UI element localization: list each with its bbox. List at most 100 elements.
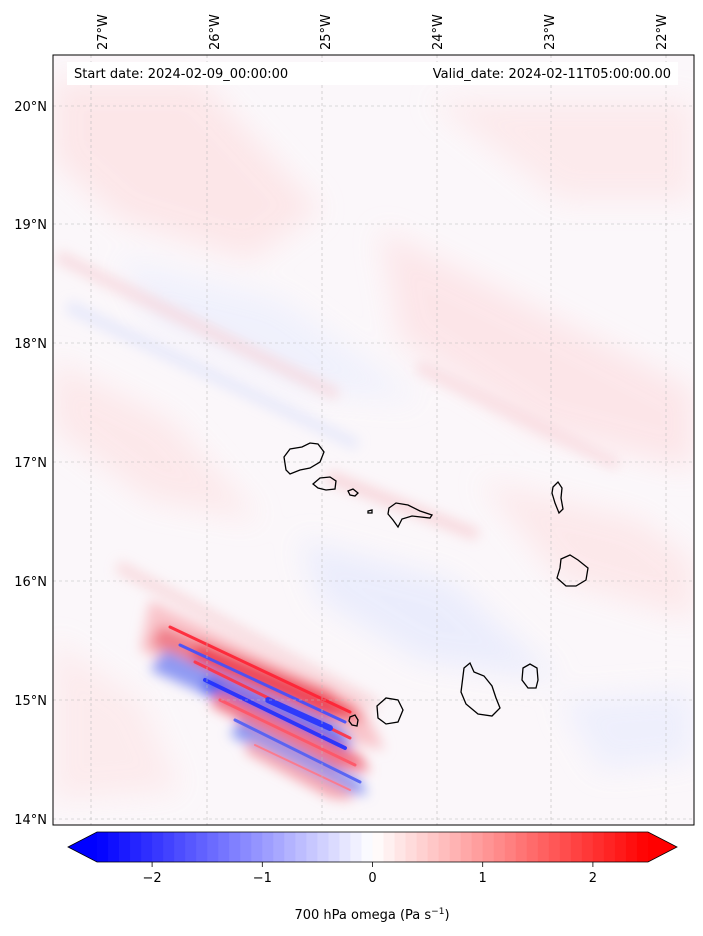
colorbar-tick-label: 1 — [479, 871, 487, 886]
colorbar-swatch — [592, 832, 605, 862]
lon-label-25w: 25°W — [319, 14, 334, 50]
lat-label-20n: 20°N — [14, 100, 47, 115]
colorbar-label-text: 700 hPa omega (Pa s — [294, 908, 431, 923]
colorbar-extend-low — [68, 832, 97, 862]
colorbar-swatch — [636, 832, 649, 862]
colorbar-swatch — [482, 832, 495, 862]
colorbar-swatch — [240, 832, 252, 862]
colorbar-swatch — [614, 832, 627, 862]
colorbar-swatch — [427, 832, 440, 862]
colorbar-swatch — [108, 832, 120, 862]
map-gridlines — [53, 55, 694, 825]
latitude-labels: 20°N 19°N 18°N 17°N 16°N 15°N 14°N — [14, 100, 47, 828]
island-maio — [521, 663, 539, 689]
lat-label-19n: 19°N — [14, 218, 47, 233]
colorbar-swatch — [350, 832, 363, 862]
colorbar-swatch — [548, 832, 561, 862]
colorbar-swatch — [603, 832, 616, 862]
colorbar-swatch — [295, 832, 307, 862]
colorbar-swatch — [581, 832, 594, 862]
lat-label-14n: 14°N — [14, 813, 47, 828]
island-sao-vicente — [311, 476, 337, 491]
island-santiago — [460, 661, 501, 717]
island-boa-vista — [556, 554, 589, 587]
map-panel: Start date: 2024-02-09_00:00:00 Valid_da… — [52, 54, 695, 826]
colorbar-swatch — [273, 832, 285, 862]
colorbar-swatch — [119, 832, 131, 862]
colorbar-swatch — [251, 832, 263, 862]
colorbar-label: 700 hPa omega (Pa s−1) — [294, 907, 449, 923]
colorbar-tick-label: −1 — [253, 871, 272, 886]
lon-label-22w: 22°W — [655, 14, 670, 50]
lon-label-27w: 27°W — [96, 14, 111, 50]
island-sal — [551, 480, 564, 515]
colorbar-swatch — [207, 832, 219, 862]
map-frame — [52, 54, 695, 826]
colorbar-label-close: ) — [444, 908, 449, 923]
date-info-box — [67, 62, 678, 85]
lat-label-18n: 18°N — [14, 337, 47, 352]
longitude-labels: 27°W 26°W 25°W 24°W 23°W 22°W — [96, 14, 670, 50]
island-raso — [367, 509, 373, 514]
colorbar-outline — [67, 831, 678, 863]
lon-label-23w: 23°W — [543, 14, 558, 50]
colorbar-swatch — [152, 832, 164, 862]
colorbar-swatch — [196, 832, 208, 862]
omega-field — [53, 55, 694, 825]
lon-label-26w: 26°W — [208, 14, 223, 50]
colorbar-swatches — [97, 832, 649, 862]
colorbar-swatch — [416, 832, 429, 862]
colorbar-swatch — [526, 832, 539, 862]
colorbar-swatch — [306, 832, 318, 862]
colorbar-swatch — [284, 832, 296, 862]
island-fogo — [376, 697, 404, 725]
colorbar-swatch — [570, 832, 583, 862]
colorbar-swatch — [97, 832, 109, 862]
lat-label-17n: 17°N — [14, 456, 47, 471]
colorbar-swatch — [361, 832, 374, 862]
colorbar-extend-high — [648, 832, 677, 862]
colorbar-swatch — [218, 832, 230, 862]
lat-label-15n: 15°N — [14, 694, 47, 709]
colorbar-swatch — [493, 832, 506, 862]
colorbar-swatch — [449, 832, 462, 862]
colorbar-tick-label: 0 — [368, 871, 376, 886]
colorbar-swatch — [339, 832, 352, 862]
colorbar-swatch — [471, 832, 484, 862]
island-brava — [348, 714, 359, 727]
colorbar-swatch — [130, 832, 142, 862]
colorbar-swatch — [394, 832, 407, 862]
colorbar-swatch — [460, 832, 473, 862]
colorbar-swatch — [163, 832, 175, 862]
colorbar-swatch — [559, 832, 572, 862]
coastlines — [283, 442, 589, 727]
colorbar-swatch — [262, 832, 274, 862]
island-sao-nicolau — [387, 502, 434, 529]
colorbar-swatch — [537, 832, 550, 862]
colorbar-swatch — [383, 832, 396, 862]
colorbar-swatch — [141, 832, 153, 862]
colorbar-label-exponent: −1 — [431, 907, 444, 917]
valid-date-label: Valid_date: 2024-02-11T05:00:00.00 — [433, 67, 671, 82]
colorbar-ticks: −2 −1 0 1 2 — [143, 862, 597, 886]
colorbar-swatch — [229, 832, 241, 862]
lon-label-24w: 24°W — [431, 14, 446, 50]
colorbar-swatch — [328, 832, 341, 862]
island-santa-luzia — [347, 488, 359, 497]
start-date-label: Start date: 2024-02-09_00:00:00 — [74, 67, 288, 82]
colorbar-swatch — [317, 832, 330, 862]
island-santo-antao — [283, 442, 325, 475]
colorbar-swatch — [372, 832, 385, 862]
colorbar-swatch — [438, 832, 451, 862]
colorbar-swatch — [625, 832, 638, 862]
lat-label-16n: 16°N — [14, 575, 47, 590]
colorbar-swatch — [405, 832, 418, 862]
colorbar-tick-label: −2 — [143, 871, 162, 886]
colorbar-swatch — [174, 832, 186, 862]
colorbar-swatch — [515, 832, 528, 862]
colorbar-tick-label: 2 — [589, 871, 597, 886]
colorbar-swatch — [504, 832, 517, 862]
colorbar-swatch — [185, 832, 197, 862]
colorbar: −2 −1 0 1 2 700 hPa omega (Pa s−1) — [67, 831, 678, 923]
